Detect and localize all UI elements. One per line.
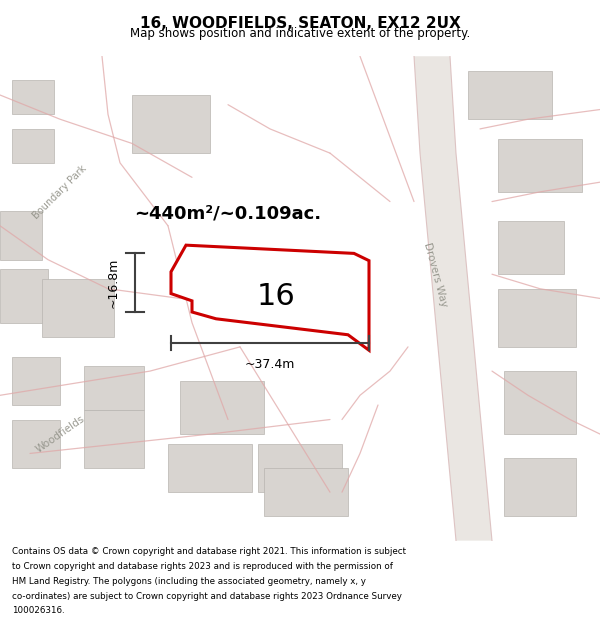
- Polygon shape: [12, 129, 54, 162]
- Text: Boundary Park: Boundary Park: [31, 163, 89, 221]
- Polygon shape: [180, 381, 264, 434]
- Polygon shape: [12, 419, 60, 468]
- Text: Map shows position and indicative extent of the property.: Map shows position and indicative extent…: [130, 28, 470, 41]
- Polygon shape: [498, 221, 564, 274]
- Polygon shape: [84, 366, 144, 410]
- Polygon shape: [132, 95, 210, 153]
- Polygon shape: [0, 269, 48, 322]
- Polygon shape: [498, 139, 582, 192]
- Text: 100026316.: 100026316.: [12, 606, 65, 616]
- Polygon shape: [12, 356, 60, 405]
- Text: Contains OS data © Crown copyright and database right 2021. This information is : Contains OS data © Crown copyright and d…: [12, 548, 406, 556]
- Polygon shape: [258, 444, 342, 493]
- Polygon shape: [468, 71, 552, 119]
- Text: ~440m²/~0.109ac.: ~440m²/~0.109ac.: [134, 204, 322, 222]
- Polygon shape: [84, 410, 144, 468]
- Polygon shape: [504, 458, 576, 516]
- Polygon shape: [498, 289, 576, 347]
- Polygon shape: [504, 371, 576, 434]
- Polygon shape: [12, 81, 54, 114]
- Text: 16: 16: [257, 281, 295, 311]
- Polygon shape: [414, 56, 492, 541]
- Text: 16, WOODFIELDS, SEATON, EX12 2UX: 16, WOODFIELDS, SEATON, EX12 2UX: [140, 16, 460, 31]
- Text: to Crown copyright and database rights 2023 and is reproduced with the permissio: to Crown copyright and database rights 2…: [12, 562, 393, 571]
- Text: Drovers Way: Drovers Way: [422, 241, 448, 308]
- Polygon shape: [168, 444, 252, 493]
- Text: ~37.4m: ~37.4m: [245, 357, 295, 371]
- Text: HM Land Registry. The polygons (including the associated geometry, namely x, y: HM Land Registry. The polygons (includin…: [12, 577, 366, 586]
- Polygon shape: [171, 245, 369, 350]
- Polygon shape: [42, 279, 114, 338]
- Text: Woodfields: Woodfields: [34, 414, 86, 454]
- Text: ~16.8m: ~16.8m: [107, 258, 120, 308]
- Text: co-ordinates) are subject to Crown copyright and database rights 2023 Ordnance S: co-ordinates) are subject to Crown copyr…: [12, 592, 402, 601]
- Polygon shape: [0, 211, 42, 260]
- Polygon shape: [264, 468, 348, 516]
